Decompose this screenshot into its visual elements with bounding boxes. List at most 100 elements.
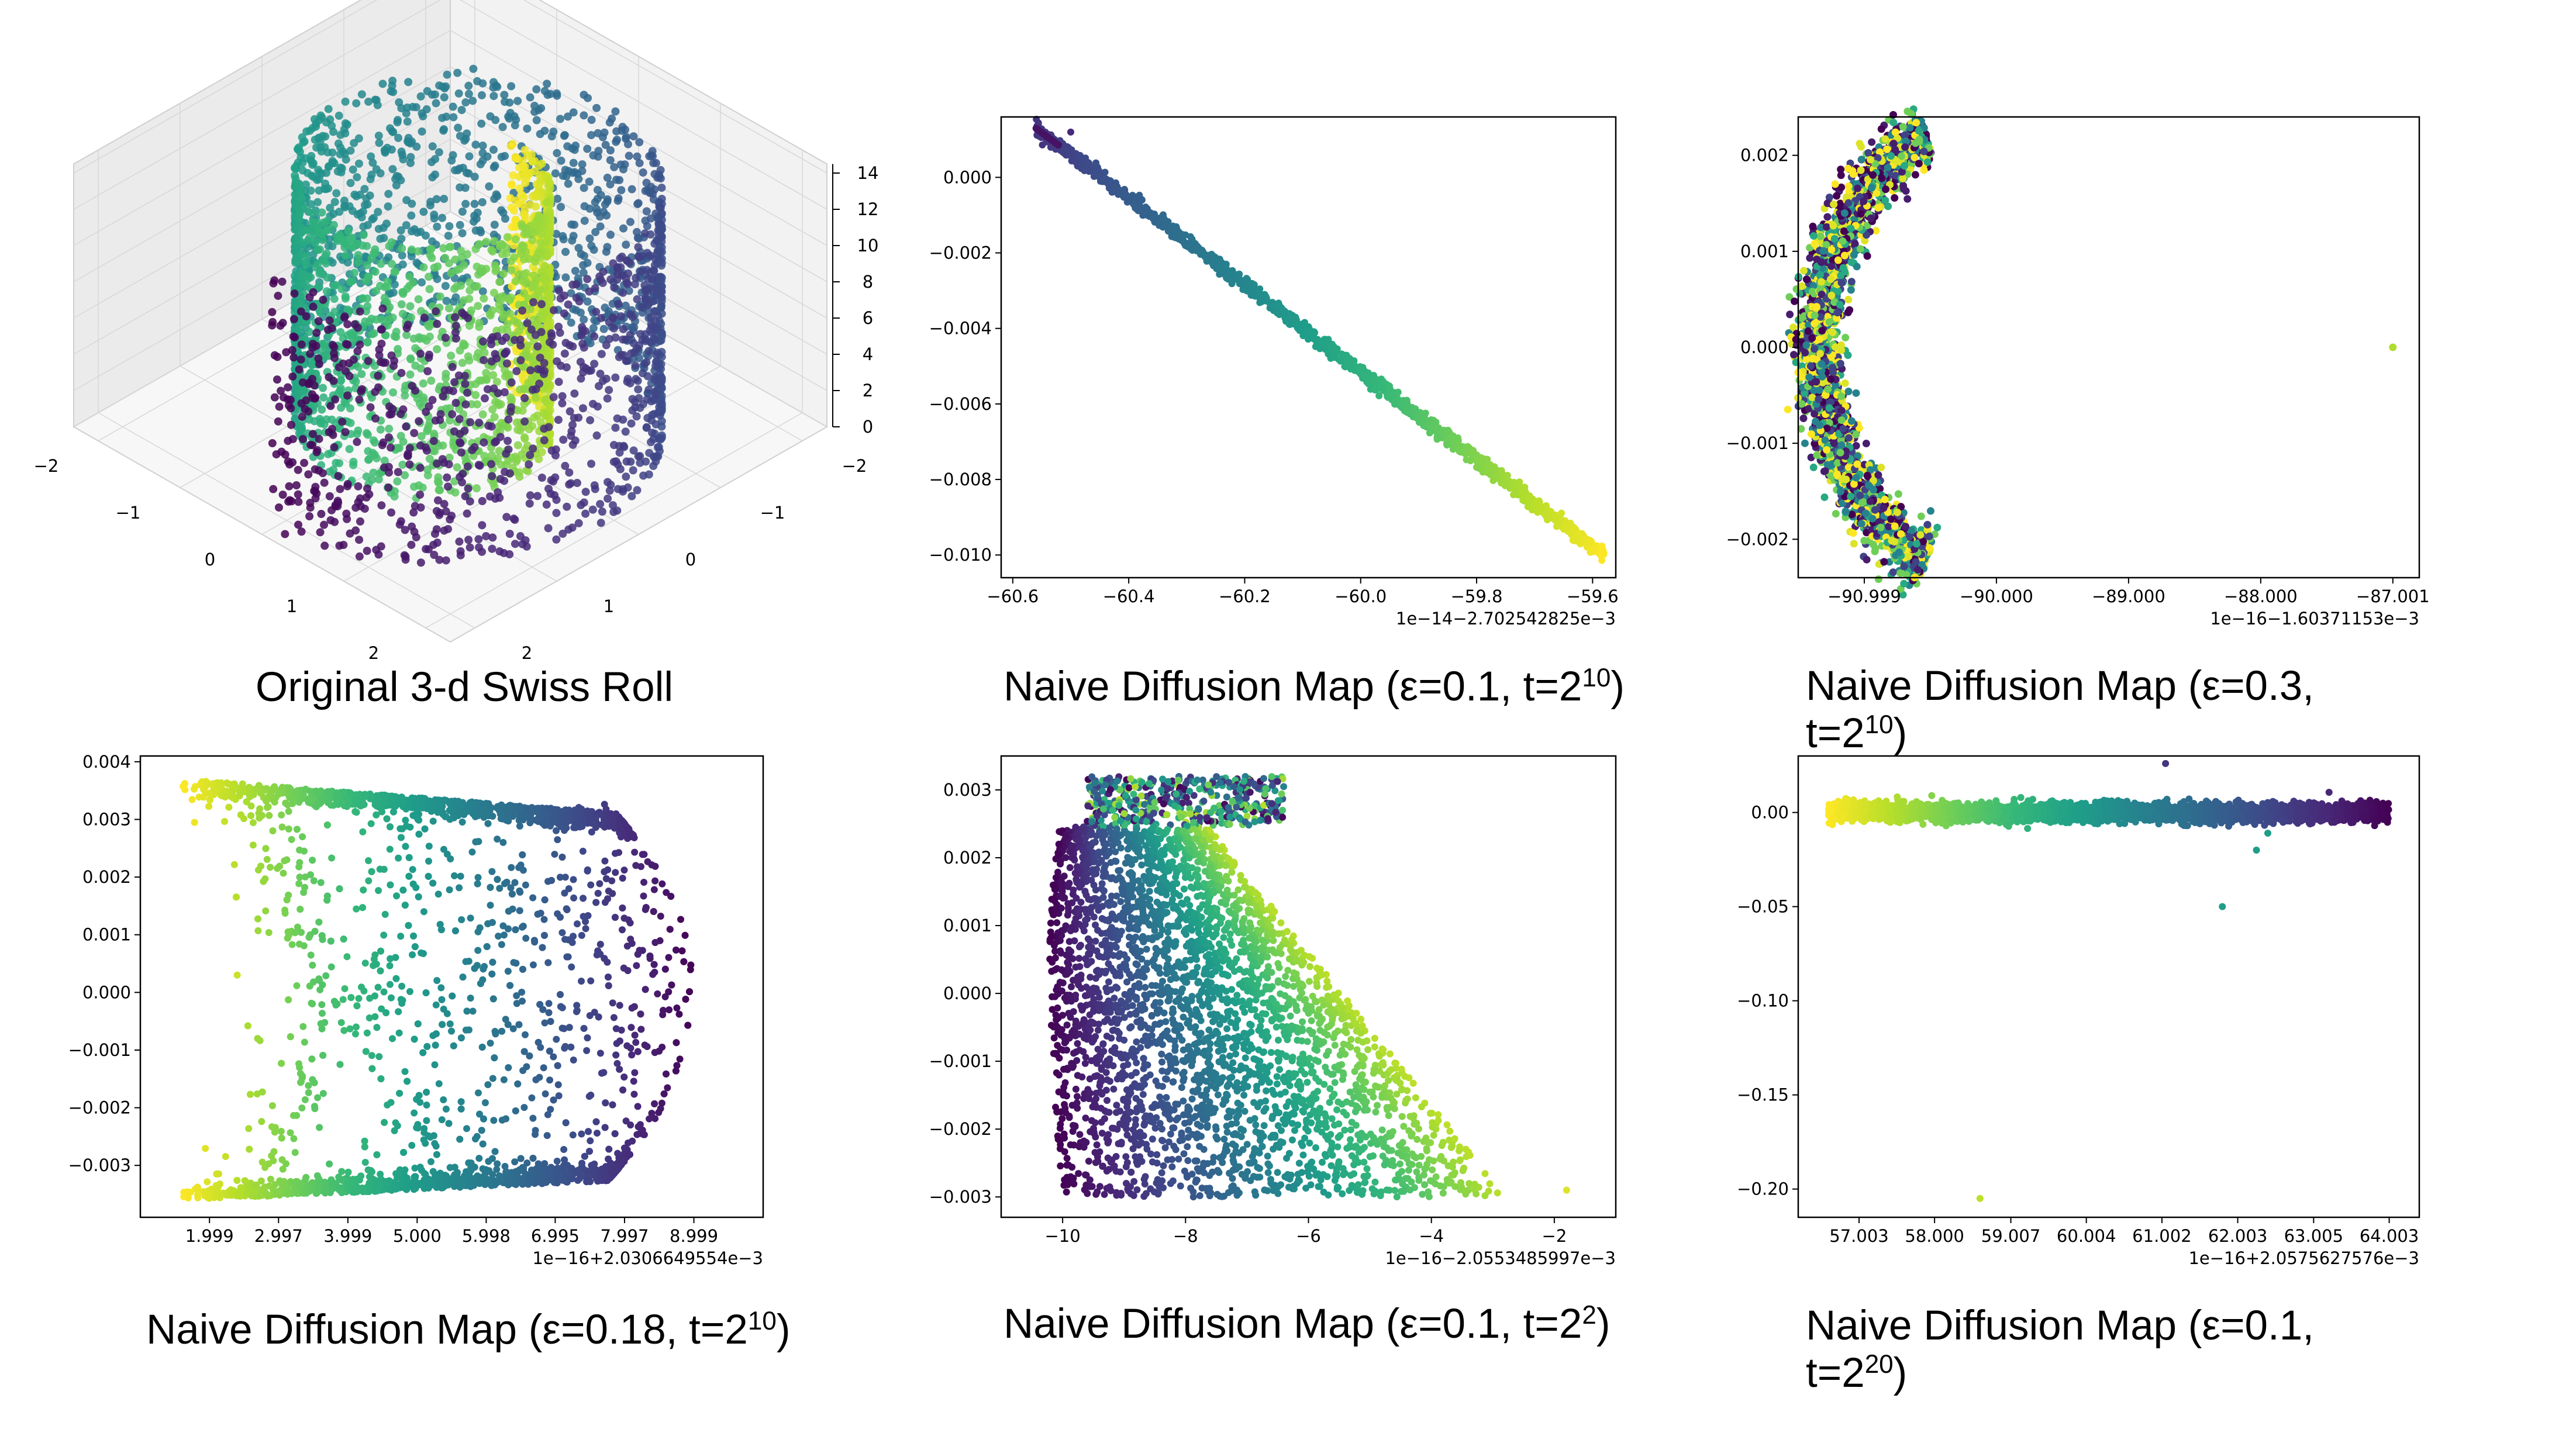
data-point <box>1878 174 1886 182</box>
data-point <box>1262 293 1270 301</box>
data-point <box>1575 530 1583 538</box>
data-point <box>1433 433 1441 441</box>
y-tick-label-p1: 0.000 <box>943 167 992 187</box>
data-point <box>1823 213 1832 221</box>
data-point <box>1825 318 1833 326</box>
data-point <box>1837 279 1846 287</box>
data-point <box>1857 210 1865 218</box>
data-point <box>1818 372 1826 381</box>
data-point <box>1804 327 1812 335</box>
data-point <box>1911 171 1919 179</box>
data-point <box>1850 540 1858 548</box>
data-point <box>1092 168 1100 176</box>
data-point <box>1806 362 1815 370</box>
data-point <box>1546 515 1554 522</box>
data-point <box>1802 275 1811 284</box>
data-point <box>1903 195 1912 203</box>
data-point <box>1836 301 1844 309</box>
data-point <box>1811 311 1819 319</box>
data-point <box>1234 271 1242 278</box>
data-point <box>1830 235 1839 243</box>
data-point <box>1818 360 1826 368</box>
data-point <box>1196 247 1204 255</box>
data-point <box>1871 547 1879 555</box>
data-point <box>1856 491 1864 499</box>
x-tick-label-p2: −89.000 <box>2092 586 2165 606</box>
data-point <box>1882 185 1890 194</box>
data-point <box>1086 165 1094 173</box>
data-point <box>1857 143 1865 151</box>
offset-text-p2: 1e−16−1.60371153e−3 <box>2210 609 2419 629</box>
data-point <box>1099 176 1107 184</box>
data-point <box>1857 520 1865 528</box>
data-point <box>1844 295 1853 303</box>
data-point <box>1852 389 1860 397</box>
data-point <box>1839 237 1847 245</box>
data-point <box>1180 238 1188 246</box>
data-point <box>1809 222 1817 230</box>
data-point <box>1920 166 1928 174</box>
data-point <box>1841 268 1849 276</box>
data-point <box>1837 416 1846 424</box>
data-point <box>1858 156 1866 164</box>
data-point <box>1033 125 1041 133</box>
data-point <box>1346 358 1353 365</box>
y-tick-label-p2: 0.000 <box>1740 337 1789 357</box>
data-point <box>1900 579 1908 588</box>
data-point <box>1168 230 1175 237</box>
data-point <box>1857 166 1865 174</box>
data-point <box>1889 139 1898 147</box>
data-point <box>1847 225 1855 233</box>
data-point <box>1853 184 1861 192</box>
data-point <box>1150 215 1158 223</box>
data-point <box>1844 308 1852 316</box>
data-point <box>1811 240 1819 248</box>
data-point <box>1862 509 1870 517</box>
data-point <box>1816 421 1824 429</box>
data-point <box>1827 375 1835 383</box>
data-point <box>1160 215 1168 223</box>
data-point <box>1877 523 1885 531</box>
plot-p1: −60.6 −60.4 −60.2 −60.0 −59.8 −59.60.000−0.00… <box>929 116 1619 629</box>
data-point <box>1223 273 1231 281</box>
data-point <box>1891 522 1899 530</box>
data-point <box>1903 108 1912 116</box>
data-point <box>1489 477 1497 484</box>
x-tick-label-p2: −90.999 <box>1827 586 1901 606</box>
data-point <box>1923 158 1932 166</box>
data-point <box>1526 495 1534 502</box>
data-point <box>1844 351 1852 360</box>
data-point <box>1786 310 1794 319</box>
data-point <box>1889 119 1898 127</box>
data-point <box>1520 491 1528 498</box>
data-point <box>1863 555 1871 564</box>
data-point <box>1912 540 1920 548</box>
data-point <box>1832 510 1840 518</box>
data-point <box>1547 508 1554 515</box>
data-point <box>1860 537 1868 545</box>
data-point <box>1833 309 1842 317</box>
data-point <box>1802 341 1811 349</box>
data-point <box>1895 548 1903 557</box>
y-tick-label-p2: −0.001 <box>1726 433 1789 453</box>
data-point <box>1809 463 1818 471</box>
data-point <box>1840 251 1849 260</box>
data-point <box>1837 441 1846 449</box>
data-point <box>1887 515 1895 523</box>
data-point <box>1847 258 1856 266</box>
data-point <box>1238 279 1246 287</box>
offset-text-p1: 1e−14−2.702542825e−3 <box>1396 609 1616 629</box>
y-tick-label-p1: −0.004 <box>929 319 992 339</box>
y-tick-label-p2: 0.001 <box>1740 241 1789 261</box>
data-point <box>1899 174 1907 182</box>
data-point <box>1582 540 1590 548</box>
data-point <box>1815 395 1823 403</box>
data-point <box>1394 395 1401 402</box>
data-point <box>1847 417 1856 425</box>
data-point <box>1512 489 1519 496</box>
data-point <box>1365 374 1373 382</box>
data-point <box>1319 338 1326 346</box>
x-tick-label-p2: −88.000 <box>2224 586 2298 606</box>
x-tick-label-p2: −87.001 <box>2356 586 2430 606</box>
